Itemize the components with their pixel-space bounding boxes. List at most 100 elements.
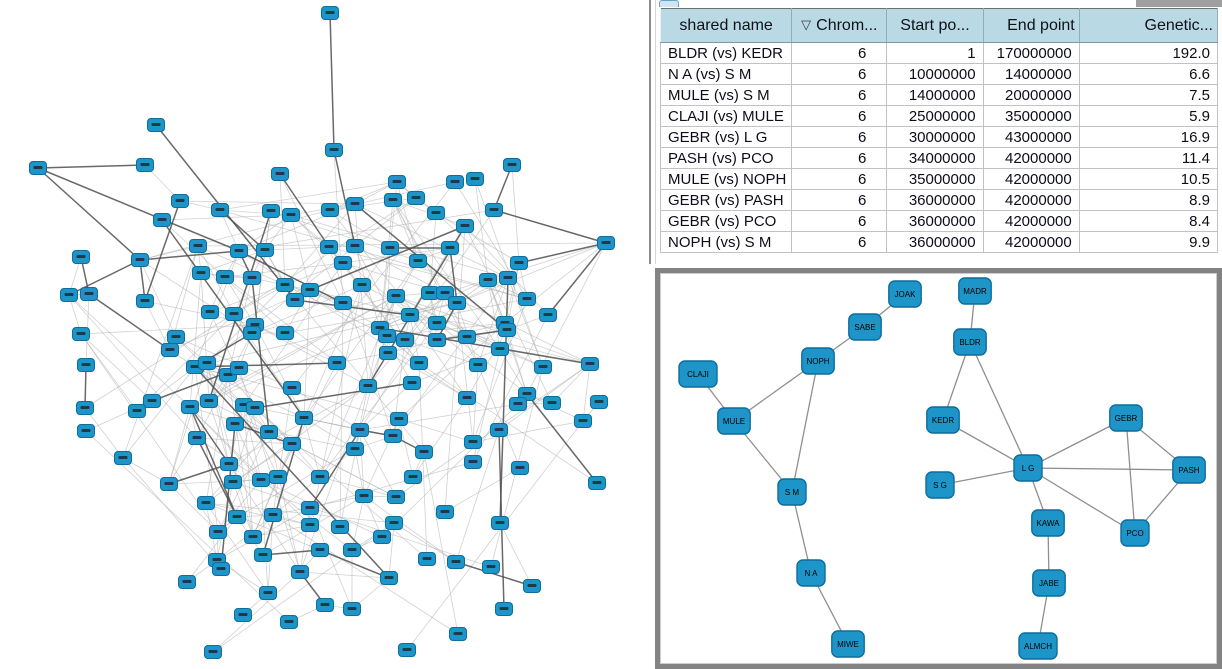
network-node[interactable] bbox=[200, 394, 218, 408]
network-node[interactable] bbox=[503, 158, 521, 172]
network-node[interactable] bbox=[295, 411, 313, 425]
network-node[interactable] bbox=[160, 477, 178, 491]
table-cell[interactable]: 42000000 bbox=[982, 231, 1080, 253]
network-edge[interactable] bbox=[303, 417, 321, 478]
network-node[interactable] bbox=[387, 289, 405, 303]
network-node[interactable] bbox=[390, 412, 408, 426]
table-cell[interactable]: 6 bbox=[791, 147, 888, 169]
network-edge[interactable] bbox=[139, 245, 199, 261]
network-edge[interactable] bbox=[279, 173, 286, 286]
network-edge[interactable] bbox=[272, 514, 459, 635]
network-edge[interactable] bbox=[354, 203, 369, 387]
network-node[interactable] bbox=[441, 241, 459, 255]
network-node[interactable] bbox=[301, 518, 319, 532]
network-edge[interactable] bbox=[144, 300, 171, 351]
network-edge[interactable] bbox=[342, 247, 451, 264]
network-edge[interactable] bbox=[37, 167, 141, 261]
network-node[interactable] bbox=[226, 417, 244, 431]
network-node[interactable] bbox=[276, 278, 294, 292]
network-node[interactable] bbox=[77, 358, 95, 372]
network-edge[interactable] bbox=[351, 495, 365, 551]
network-node[interactable]: KAWA bbox=[1031, 509, 1065, 537]
network-edge[interactable] bbox=[232, 481, 254, 538]
network-node[interactable] bbox=[178, 575, 196, 589]
network-edge[interactable] bbox=[219, 209, 528, 300]
network-edge[interactable] bbox=[379, 247, 391, 329]
network-node[interactable] bbox=[343, 602, 361, 616]
network-node[interactable] bbox=[316, 598, 334, 612]
network-edge[interactable] bbox=[409, 247, 451, 316]
network-node[interactable] bbox=[499, 271, 517, 285]
network-edge[interactable] bbox=[216, 507, 311, 561]
network-edge[interactable] bbox=[412, 397, 468, 478]
network-edge[interactable] bbox=[511, 164, 520, 264]
network-edge[interactable] bbox=[319, 476, 397, 498]
table-cell[interactable]: 30000000 bbox=[886, 126, 984, 148]
network-edge[interactable] bbox=[212, 571, 301, 653]
network-node[interactable] bbox=[244, 530, 262, 544]
network-node[interactable]: L G bbox=[1013, 454, 1043, 482]
network-node[interactable] bbox=[384, 429, 402, 443]
network-edge[interactable] bbox=[238, 250, 344, 304]
network-edge[interactable] bbox=[80, 333, 153, 402]
network-edge[interactable] bbox=[122, 366, 196, 459]
network-edge[interactable] bbox=[423, 451, 459, 635]
network-edge[interactable] bbox=[290, 214, 344, 264]
network-edge[interactable] bbox=[254, 324, 369, 387]
table-cell[interactable]: N A (vs) S M bbox=[659, 63, 793, 85]
network-node[interactable] bbox=[311, 470, 329, 484]
network-node[interactable]: S M bbox=[777, 478, 807, 506]
network-node[interactable]: PASH bbox=[1172, 456, 1206, 484]
network-edge[interactable] bbox=[969, 341, 1029, 469]
network-node[interactable] bbox=[230, 244, 248, 258]
network-edge[interactable] bbox=[472, 420, 584, 443]
network-edge[interactable] bbox=[398, 418, 474, 443]
network-edge[interactable] bbox=[139, 259, 177, 338]
edge-attribute-table[interactable]: shared name ▽ Chrom... Start po... End point… bbox=[659, 8, 1219, 253]
table-cell[interactable]: 14000000 bbox=[982, 63, 1080, 85]
network-edge[interactable] bbox=[309, 225, 466, 291]
network-edge[interactable] bbox=[80, 324, 256, 335]
network-node[interactable]: BLDR bbox=[953, 328, 987, 356]
network-edge[interactable] bbox=[472, 314, 549, 463]
network-node[interactable] bbox=[114, 451, 132, 465]
table-cell[interactable]: 8.4 bbox=[1078, 210, 1219, 232]
network-node[interactable] bbox=[243, 326, 261, 340]
network-edge[interactable] bbox=[219, 181, 398, 211]
network-node[interactable] bbox=[456, 219, 474, 233]
network-edge[interactable] bbox=[329, 209, 391, 249]
network-edge[interactable] bbox=[406, 420, 584, 651]
table-cell[interactable]: 6 bbox=[791, 84, 888, 106]
network-edge[interactable] bbox=[219, 209, 266, 251]
table-cell[interactable]: 16.9 bbox=[1078, 126, 1219, 148]
table-cell[interactable]: NOPH (vs) S M bbox=[659, 231, 793, 253]
network-edge[interactable] bbox=[238, 250, 468, 399]
network-node[interactable] bbox=[271, 167, 289, 181]
network-edge[interactable] bbox=[409, 314, 420, 364]
network-edge[interactable] bbox=[194, 366, 305, 419]
network-node[interactable] bbox=[436, 286, 454, 300]
network-node[interactable] bbox=[482, 560, 500, 574]
network-node[interactable] bbox=[446, 175, 464, 189]
table-cell[interactable]: 6 bbox=[791, 126, 888, 148]
network-node[interactable] bbox=[136, 158, 154, 172]
network-node[interactable]: SABE bbox=[848, 313, 882, 341]
network-node[interactable] bbox=[381, 241, 399, 255]
network-edge[interactable] bbox=[303, 260, 419, 419]
network-edge[interactable] bbox=[499, 348, 528, 395]
network-edge[interactable] bbox=[333, 149, 356, 247]
network-node[interactable] bbox=[136, 294, 154, 308]
network-node[interactable] bbox=[212, 562, 230, 576]
network-edge[interactable] bbox=[290, 214, 311, 291]
network-node[interactable] bbox=[398, 643, 416, 657]
network-node[interactable] bbox=[343, 543, 361, 557]
network-node[interactable] bbox=[252, 473, 270, 487]
network-node[interactable] bbox=[264, 508, 282, 522]
network-node[interactable] bbox=[188, 431, 206, 445]
network-edge[interactable] bbox=[144, 200, 181, 302]
network-node[interactable] bbox=[355, 489, 373, 503]
table-cell[interactable]: 36000000 bbox=[886, 210, 984, 232]
network-node[interactable] bbox=[410, 356, 428, 370]
network-edge[interactable] bbox=[84, 407, 124, 459]
network-edge[interactable] bbox=[252, 524, 311, 538]
